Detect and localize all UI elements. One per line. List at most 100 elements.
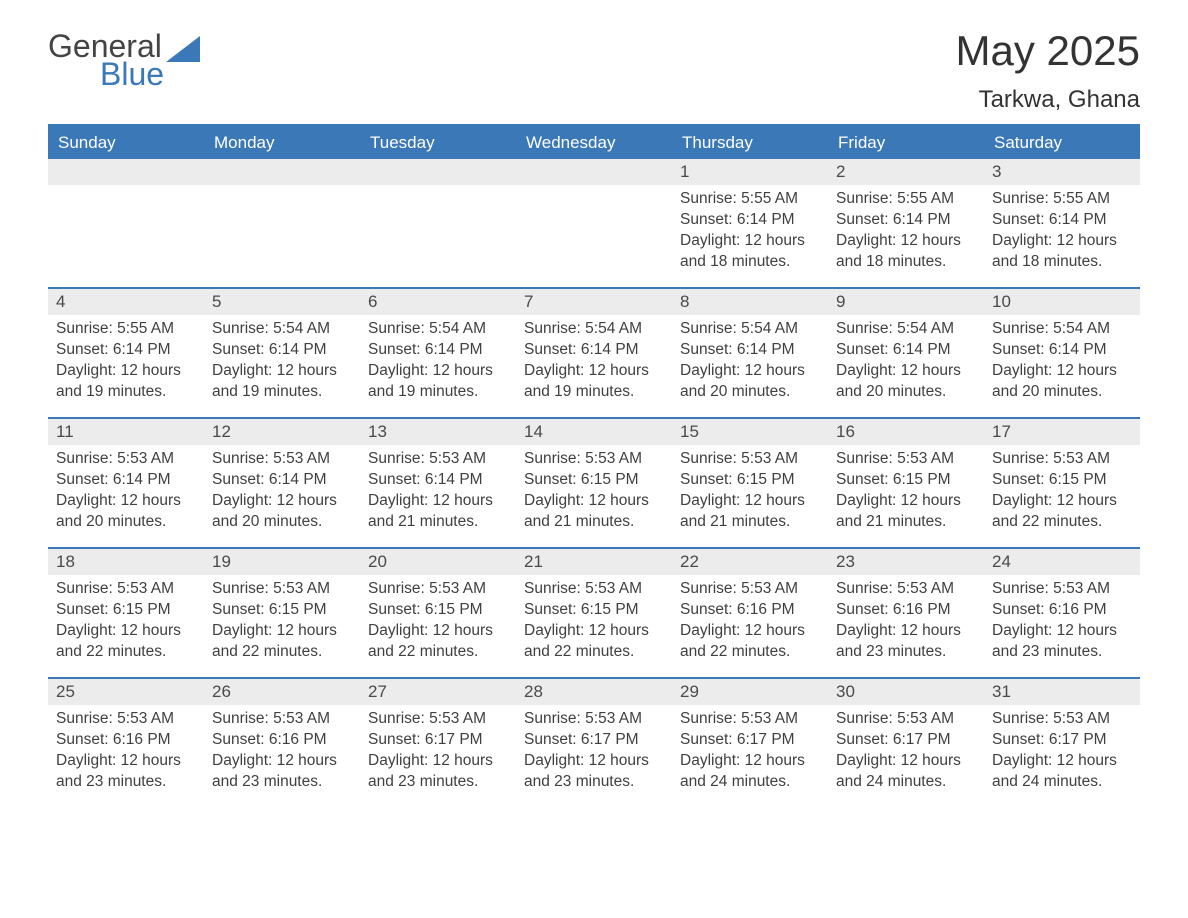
day-number xyxy=(204,159,360,185)
sunset-line: Sunset: 6:16 PM xyxy=(680,600,820,621)
day-number xyxy=(360,159,516,185)
day-cell-empty xyxy=(204,159,360,287)
day-number: 5 xyxy=(204,289,360,315)
daylight-line: Daylight: 12 hours and 21 minutes. xyxy=(524,491,664,533)
sunrise-line: Sunrise: 5:53 AM xyxy=(212,709,352,730)
daylight-line: Daylight: 12 hours and 22 minutes. xyxy=(524,621,664,663)
sunset-line: Sunset: 6:16 PM xyxy=(836,600,976,621)
title-block: May 2025 Tarkwa, Ghana xyxy=(956,30,1140,114)
day-info: Sunrise: 5:53 AMSunset: 6:15 PMDaylight:… xyxy=(360,575,516,671)
day-cell: 7Sunrise: 5:54 AMSunset: 6:14 PMDaylight… xyxy=(516,289,672,417)
day-number: 25 xyxy=(48,679,204,705)
daylight-line: Daylight: 12 hours and 20 minutes. xyxy=(212,491,352,533)
day-cell: 5Sunrise: 5:54 AMSunset: 6:14 PMDaylight… xyxy=(204,289,360,417)
daylight-line: Daylight: 12 hours and 23 minutes. xyxy=(212,751,352,793)
day-cell: 29Sunrise: 5:53 AMSunset: 6:17 PMDayligh… xyxy=(672,679,828,807)
sunset-line: Sunset: 6:15 PM xyxy=(836,470,976,491)
daylight-line: Daylight: 12 hours and 20 minutes. xyxy=(56,491,196,533)
daylight-line: Daylight: 12 hours and 23 minutes. xyxy=(56,751,196,793)
day-cell: 23Sunrise: 5:53 AMSunset: 6:16 PMDayligh… xyxy=(828,549,984,677)
sunrise-line: Sunrise: 5:53 AM xyxy=(680,449,820,470)
day-cell: 15Sunrise: 5:53 AMSunset: 6:15 PMDayligh… xyxy=(672,419,828,547)
sunrise-line: Sunrise: 5:53 AM xyxy=(56,449,196,470)
day-cell: 20Sunrise: 5:53 AMSunset: 6:15 PMDayligh… xyxy=(360,549,516,677)
week-row: 4 Sunrise: 5:55 AM Sunset: 6:14 PM Daylight… xyxy=(48,287,1140,417)
day-number: 8 xyxy=(672,289,828,315)
sunset-line: Sunset: 6:14 PM xyxy=(992,210,1132,231)
sunrise-line: Sunrise: 5:53 AM xyxy=(368,709,508,730)
sunset-line: Sunset: 6:14 PM xyxy=(680,340,820,361)
sunset-line: Sunset: 6:14 PM xyxy=(836,210,976,231)
day-number: 28 xyxy=(516,679,672,705)
sunset-line: Sunset: 6:15 PM xyxy=(56,600,196,621)
day-number: 23 xyxy=(828,549,984,575)
daylight-line: Daylight: 12 hours and 23 minutes. xyxy=(368,751,508,793)
dow-cell: Wednesday xyxy=(516,127,672,159)
daylight-line: Daylight: 12 hours and 21 minutes. xyxy=(368,491,508,533)
day-number: 14 xyxy=(516,419,672,445)
sunrise-line: Sunrise: 5:53 AM xyxy=(524,709,664,730)
daylight-line: Daylight: 12 hours and 24 minutes. xyxy=(680,751,820,793)
sunrise-line: Sunrise: 5:55 AM xyxy=(992,189,1132,210)
daylight-line: Daylight: 12 hours and 20 minutes. xyxy=(836,361,976,403)
logo-line2: Blue xyxy=(100,58,164,90)
day-cell: 12Sunrise: 5:53 AMSunset: 6:14 PMDayligh… xyxy=(204,419,360,547)
day-number: 6 xyxy=(360,289,516,315)
sunrise-line: Sunrise: 5:55 AM xyxy=(56,319,196,340)
day-info: Sunrise: 5:53 AMSunset: 6:14 PMDaylight:… xyxy=(204,445,360,541)
day-info: Sunrise: 5:53 AMSunset: 6:17 PMDaylight:… xyxy=(828,705,984,801)
daylight-line: Daylight: 12 hours and 22 minutes. xyxy=(992,491,1132,533)
day-cell: 18Sunrise: 5:53 AMSunset: 6:15 PMDayligh… xyxy=(48,549,204,677)
week-row: 25Sunrise: 5:53 AMSunset: 6:16 PMDayligh… xyxy=(48,677,1140,807)
day-info: Sunrise: 5:53 AMSunset: 6:15 PMDaylight:… xyxy=(828,445,984,541)
day-info: Sunrise: 5:53 AMSunset: 6:16 PMDaylight:… xyxy=(828,575,984,671)
daylight-line: Daylight: 12 hours and 19 minutes. xyxy=(56,361,196,403)
sunrise-line: Sunrise: 5:53 AM xyxy=(524,579,664,600)
day-cell: 16Sunrise: 5:53 AMSunset: 6:15 PMDayligh… xyxy=(828,419,984,547)
sunset-line: Sunset: 6:17 PM xyxy=(368,730,508,751)
day-cell: 27 Sunrise: 5:53 AMSunset: 6:17 PMDayligh… xyxy=(360,679,516,807)
day-info: Sunrise: 5:54 AMSunset: 6:14 PMDaylight:… xyxy=(672,315,828,411)
daylight-line: Daylight: 12 hours and 20 minutes. xyxy=(992,361,1132,403)
day-number: 11 xyxy=(48,419,204,445)
day-number: 1 xyxy=(672,159,828,185)
daylight-line: Daylight: 12 hours and 19 minutes. xyxy=(212,361,352,403)
day-number: 16 xyxy=(828,419,984,445)
dow-cell: Friday xyxy=(828,127,984,159)
day-info: Sunrise: 5:53 AMSunset: 6:16 PMDaylight:… xyxy=(204,705,360,801)
day-info: Sunrise: 5:53 AMSunset: 6:16 PMDaylight:… xyxy=(672,575,828,671)
sunset-line: Sunset: 6:17 PM xyxy=(680,730,820,751)
day-info: Sunrise: 5:55 AMSunset: 6:14 PMDaylight:… xyxy=(984,185,1140,281)
day-number: 3 xyxy=(984,159,1140,185)
day-info: Sunrise: 5:53 AMSunset: 6:16 PMDaylight:… xyxy=(984,575,1140,671)
day-info: Sunrise: 5:53 AMSunset: 6:14 PMDaylight:… xyxy=(360,445,516,541)
sunset-line: Sunset: 6:14 PM xyxy=(680,210,820,231)
sunrise-line: Sunrise: 5:53 AM xyxy=(56,579,196,600)
day-number: 9 xyxy=(828,289,984,315)
sunrise-line: Sunrise: 5:53 AM xyxy=(992,709,1132,730)
day-cell: 28Sunrise: 5:53 AMSunset: 6:17 PMDayligh… xyxy=(516,679,672,807)
sunrise-line: Sunrise: 5:54 AM xyxy=(992,319,1132,340)
day-number: 27 xyxy=(360,679,516,705)
daylight-line: Daylight: 12 hours and 23 minutes. xyxy=(992,621,1132,663)
day-number: 22 xyxy=(672,549,828,575)
sunset-line: Sunset: 6:17 PM xyxy=(992,730,1132,751)
day-number: 18 xyxy=(48,549,204,575)
sunset-line: Sunset: 6:15 PM xyxy=(368,600,508,621)
sunrise-line: Sunrise: 5:53 AM xyxy=(836,449,976,470)
sunset-line: Sunset: 6:16 PM xyxy=(56,730,196,751)
day-cell: 22Sunrise: 5:53 AMSunset: 6:16 PMDayligh… xyxy=(672,549,828,677)
day-cell: 4Sunrise: 5:55 AMSunset: 6:14 PMDaylight… xyxy=(48,289,204,417)
sunset-line: Sunset: 6:15 PM xyxy=(524,600,664,621)
day-info: Sunrise: 5:53 AMSunset: 6:15 PMDaylight:… xyxy=(984,445,1140,541)
header-row: General Blue May 2025 Tarkwa, Ghana xyxy=(48,30,1140,114)
week-row: 18Sunrise: 5:53 AMSunset: 6:15 PMDayligh… xyxy=(48,547,1140,677)
day-info: Sunrise: 5:53 AMSunset: 6:17 PMDaylight:… xyxy=(672,705,828,801)
day-info: Sunrise: 5:53 AMSunset: 6:16 PMDaylight:… xyxy=(48,705,204,801)
sunset-line: Sunset: 6:14 PM xyxy=(524,340,664,361)
weeks-container: 1Sunrise: 5:55 AMSunset: 6:14 PMDaylight… xyxy=(48,159,1140,807)
day-number: 24 xyxy=(984,549,1140,575)
day-number: 2 xyxy=(828,159,984,185)
day-cell: 30Sunrise: 5:53 AMSunset: 6:17 PMDayligh… xyxy=(828,679,984,807)
day-number: 4 xyxy=(48,289,204,315)
